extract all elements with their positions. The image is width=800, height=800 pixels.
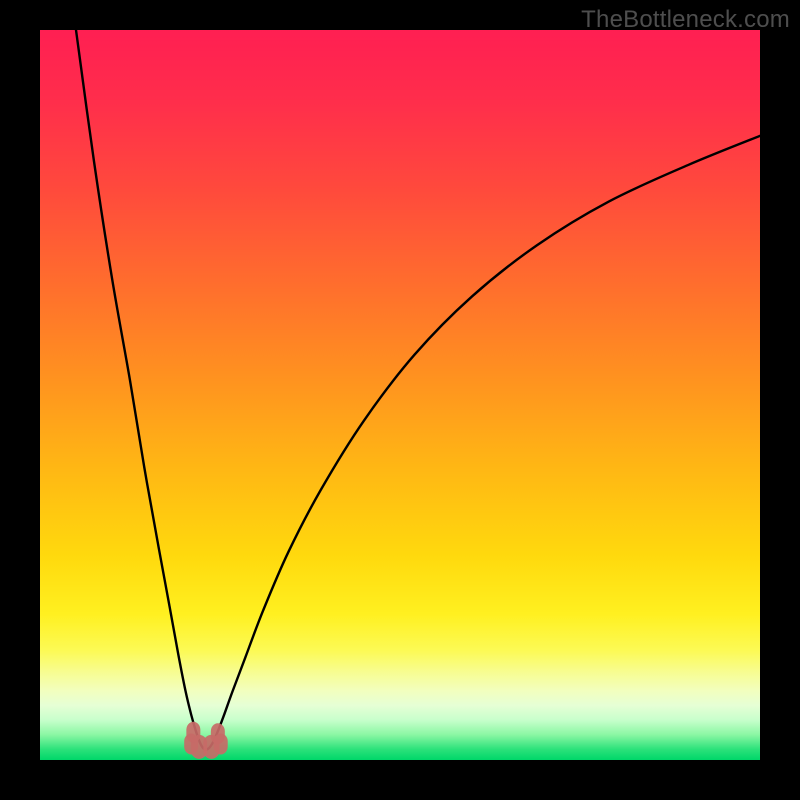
cluster-marker (214, 733, 228, 754)
chart-canvas: TheBottleneck.com (0, 0, 800, 800)
bottleneck-chart (0, 0, 800, 800)
plot-background-gradient (40, 30, 760, 760)
watermark-label: TheBottleneck.com (581, 6, 790, 34)
